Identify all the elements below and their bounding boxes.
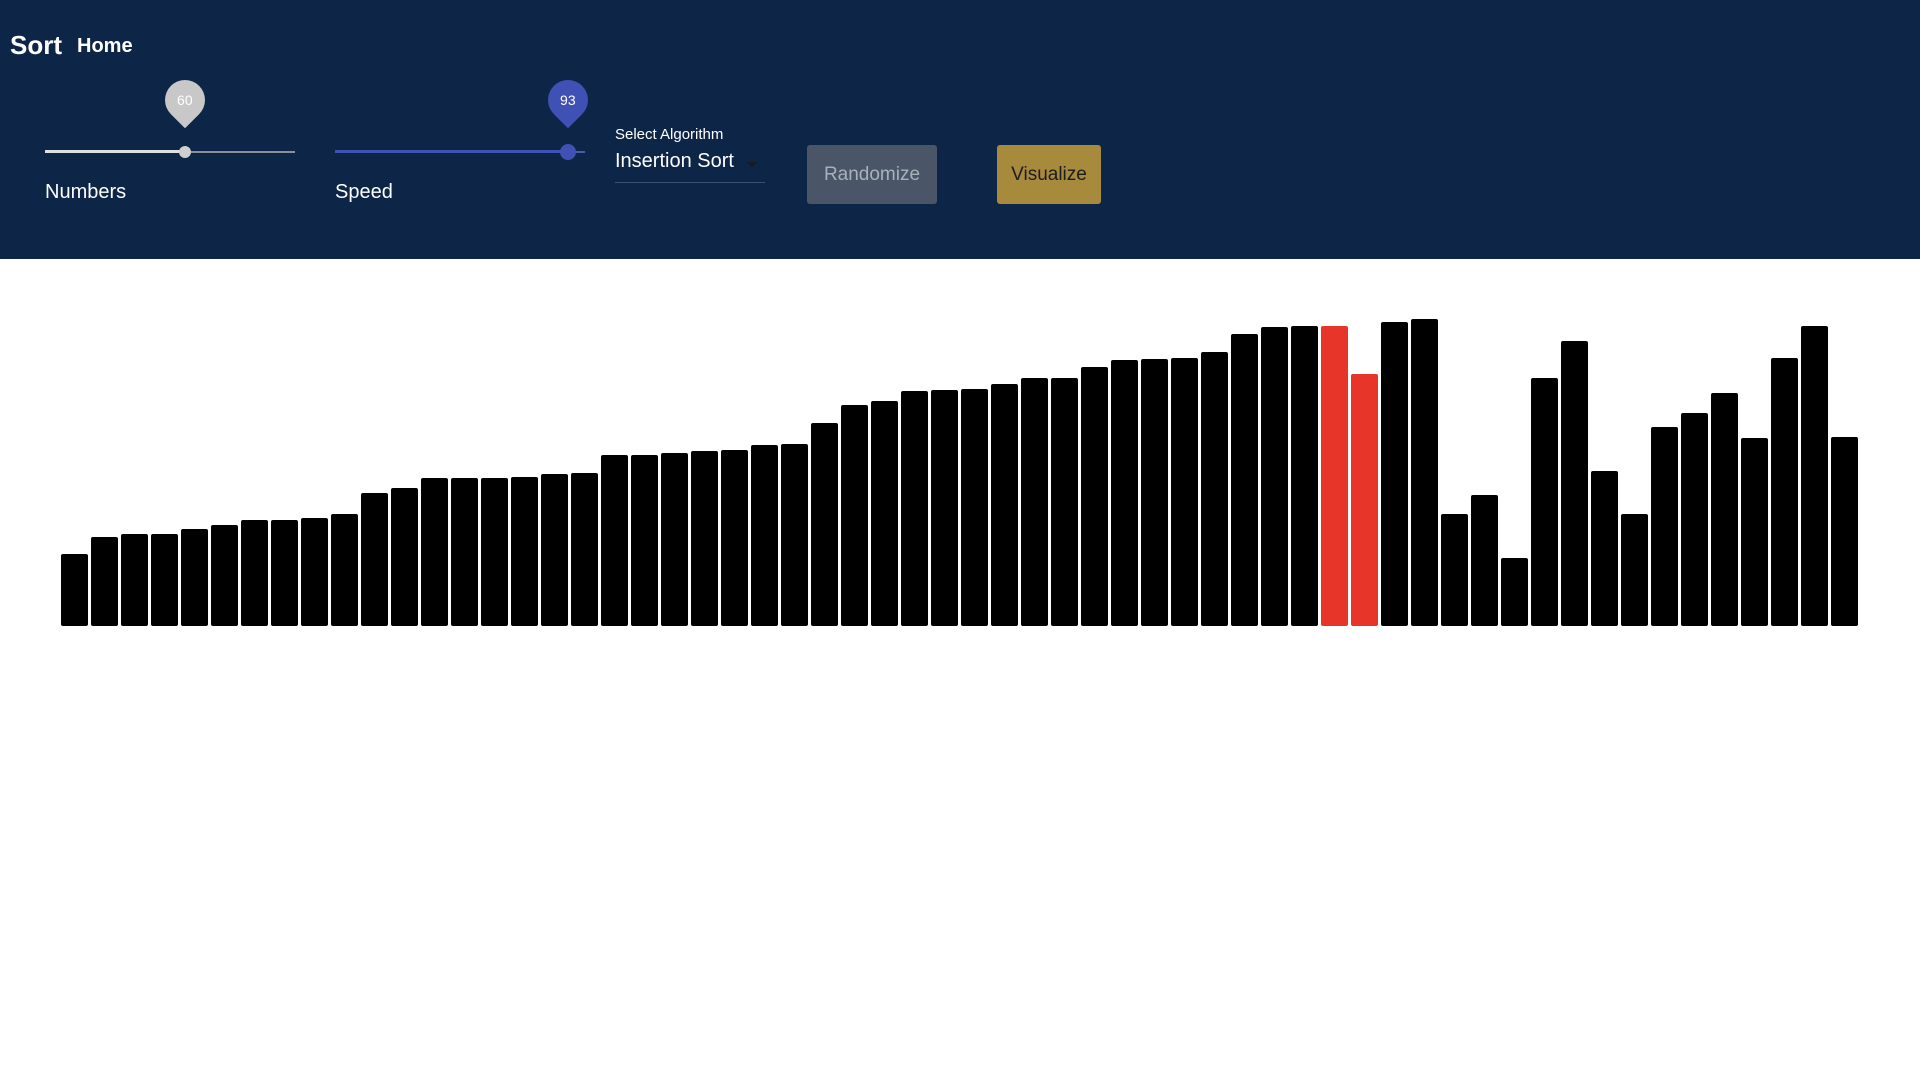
array-bar <box>1471 495 1498 626</box>
array-bar <box>1771 358 1798 626</box>
array-bar <box>961 389 988 626</box>
array-bar <box>271 520 298 626</box>
randomize-button[interactable]: Randomize <box>807 145 937 204</box>
array-bar <box>841 405 868 626</box>
array-bar <box>1711 393 1738 626</box>
numbers-value-bubble: 60 <box>156 71 214 129</box>
algorithm-selected-value: Insertion Sort <box>615 150 734 172</box>
array-bar <box>361 493 388 626</box>
algorithm-select[interactable]: Insertion Sort <box>615 150 765 183</box>
array-bar <box>1141 359 1168 626</box>
speed-value-bubble: 93 <box>539 71 597 129</box>
numbers-slider-thumb[interactable] <box>179 146 191 158</box>
array-bar <box>1801 326 1828 626</box>
array-bar <box>1261 327 1288 626</box>
array-bar <box>1021 378 1048 626</box>
array-bar <box>241 520 268 626</box>
array-bar <box>151 534 178 626</box>
array-bar <box>1171 358 1198 626</box>
speed-slider-fill <box>335 150 568 153</box>
visualize-button[interactable]: Visualize <box>997 145 1101 204</box>
array-bar <box>631 455 658 626</box>
array-bar <box>91 537 118 626</box>
array-bar <box>1591 471 1618 626</box>
array-bar <box>121 534 148 626</box>
array-bar <box>1111 360 1138 626</box>
array-bar <box>1501 558 1528 626</box>
algorithm-select-label: Select Algorithm <box>615 126 724 143</box>
array-bar <box>451 478 478 626</box>
array-bar <box>1291 326 1318 626</box>
array-bar <box>871 401 898 626</box>
array-bar-compared <box>1351 374 1378 626</box>
array-bar <box>1621 514 1648 626</box>
speed-value: 93 <box>560 92 576 109</box>
array-bar <box>181 529 208 626</box>
array-bar <box>691 451 718 626</box>
array-bar <box>1651 427 1678 626</box>
array-bar <box>1081 367 1108 626</box>
array-bar <box>1441 514 1468 626</box>
array-bar <box>541 474 568 626</box>
array-bar <box>1381 322 1408 626</box>
array-bar <box>1531 378 1558 626</box>
array-bar <box>721 450 748 626</box>
array-bar <box>1831 437 1858 626</box>
array-bar <box>931 390 958 626</box>
array-bar <box>1231 334 1258 626</box>
array-bar <box>811 423 838 626</box>
top-bar: Sort Home 60 Numbers 93 Speed Select Alg… <box>0 0 1920 259</box>
speed-slider[interactable]: 93 <box>335 71 597 162</box>
nav-home-link[interactable]: Home <box>77 35 133 57</box>
numbers-slider[interactable]: 60 <box>45 71 295 162</box>
array-bar <box>301 518 328 626</box>
numbers-slider-fill <box>45 150 185 153</box>
array-bar <box>781 444 808 626</box>
array-bar <box>751 445 778 626</box>
array-bar <box>661 453 688 626</box>
chevron-down-icon <box>747 162 757 167</box>
array-bar <box>511 477 538 626</box>
array-bar <box>421 478 448 626</box>
array-bar <box>601 455 628 626</box>
array-bar-compared <box>1321 326 1348 626</box>
array-bar <box>61 554 88 626</box>
array-bar <box>1681 413 1708 626</box>
array-bar <box>901 391 928 626</box>
array-bar <box>1561 341 1588 626</box>
speed-slider-thumb[interactable] <box>560 144 576 160</box>
array-bar <box>1051 378 1078 626</box>
array-bar <box>1201 352 1228 626</box>
array-bar <box>1411 319 1438 626</box>
array-bar <box>391 488 418 626</box>
array-bar <box>991 384 1018 626</box>
array-bar <box>481 478 508 626</box>
brand-title[interactable]: Sort <box>10 30 62 60</box>
array-bar <box>211 525 238 626</box>
speed-label: Speed <box>335 181 393 203</box>
array-bar <box>331 514 358 626</box>
array-bar <box>1741 438 1768 626</box>
numbers-label: Numbers <box>45 181 127 203</box>
array-bar <box>571 473 598 626</box>
numbers-value: 60 <box>177 92 193 109</box>
